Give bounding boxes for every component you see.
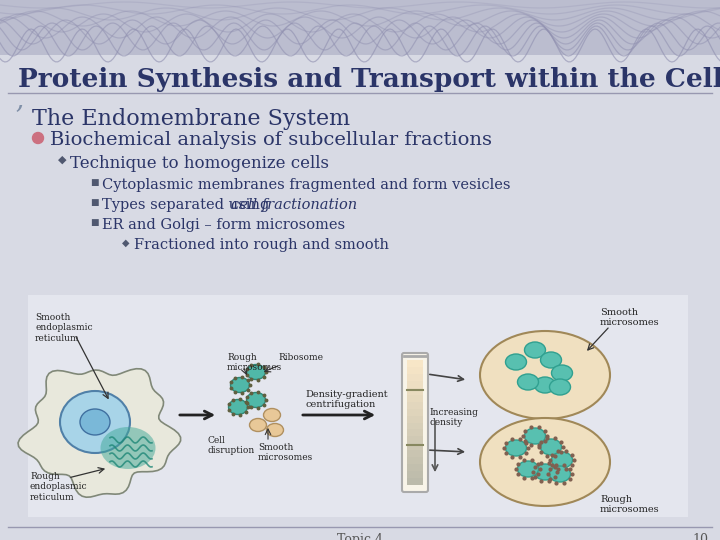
Text: ER and Golgi – form microsomes: ER and Golgi – form microsomes [102,218,345,232]
Bar [407,464,423,471]
Ellipse shape [101,427,156,469]
Ellipse shape [246,364,266,380]
Text: Topic 4: Topic 4 [337,533,383,540]
Bar [407,422,423,429]
Ellipse shape [534,377,556,393]
Bar [407,409,423,416]
Ellipse shape [518,461,539,477]
Bar [407,367,423,374]
Ellipse shape [518,374,539,390]
Ellipse shape [549,379,570,395]
Ellipse shape [541,352,562,368]
Text: Biochemical analysis of subcellular fractions: Biochemical analysis of subcellular frac… [50,131,492,149]
Bar [0,0,720,55]
Text: ■: ■ [90,218,99,227]
Circle shape [32,132,43,144]
Ellipse shape [541,439,562,455]
Ellipse shape [505,440,526,456]
Ellipse shape [524,428,546,444]
Ellipse shape [266,423,284,436]
Bar [407,381,423,388]
Text: ■: ■ [90,198,99,207]
Text: Smooth
microsomes: Smooth microsomes [258,443,313,462]
Ellipse shape [80,409,110,435]
Bar [407,471,423,478]
Ellipse shape [264,408,281,422]
Ellipse shape [230,377,250,393]
Ellipse shape [228,400,248,415]
Text: Rough
microsomes: Rough microsomes [227,353,282,373]
Ellipse shape [552,365,572,381]
Text: ◆: ◆ [122,238,130,248]
Ellipse shape [549,466,570,482]
FancyBboxPatch shape [402,353,428,492]
Bar [407,478,423,485]
Polygon shape [18,369,181,497]
Ellipse shape [480,331,610,419]
Text: ’: ’ [14,104,23,131]
Ellipse shape [480,418,610,506]
Bar [407,436,423,443]
Bar [407,374,423,381]
Ellipse shape [534,464,556,480]
Text: Types separated using: Types separated using [102,198,274,212]
Text: ◆: ◆ [58,155,66,165]
Text: Rough
endoplasmic
reticulum: Rough endoplasmic reticulum [30,472,88,502]
Text: Density-gradient
centrifugation: Density-gradient centrifugation [305,390,387,409]
Ellipse shape [524,342,546,358]
Text: Rough
microsomes: Rough microsomes [600,495,660,515]
Text: Ribosome: Ribosome [278,353,323,362]
Text: ■: ■ [90,178,99,187]
Bar [407,395,423,402]
Ellipse shape [250,418,266,431]
Bar [407,429,423,436]
Bar [407,416,423,422]
Bar [407,388,423,395]
Text: Cytoplasmic membranes fragmented and form vesicles: Cytoplasmic membranes fragmented and for… [102,178,510,192]
Bar [407,443,423,450]
Bar [407,360,423,367]
Text: Protein Synthesis and Transport within the Cell: Protein Synthesis and Transport within t… [18,67,720,92]
Text: 10: 10 [692,533,708,540]
Text: The Endomembrane System: The Endomembrane System [32,108,350,130]
Ellipse shape [246,393,266,408]
Text: Increasing
density: Increasing density [429,408,478,427]
Bar [407,457,423,464]
Text: Smooth
microsomes: Smooth microsomes [600,308,660,327]
Bar [407,402,423,409]
Text: Fractioned into rough and smooth: Fractioned into rough and smooth [134,238,389,252]
Bar [407,450,423,457]
Text: cell fractionation: cell fractionation [230,198,357,212]
Text: Technique to homogenize cells: Technique to homogenize cells [70,155,329,172]
Ellipse shape [505,354,526,370]
Bar [28,295,688,517]
Text: Smooth
endoplasmic
reticulum: Smooth endoplasmic reticulum [35,313,93,343]
Ellipse shape [552,452,572,468]
Ellipse shape [60,391,130,453]
Text: Cell
disruption: Cell disruption [208,436,256,455]
